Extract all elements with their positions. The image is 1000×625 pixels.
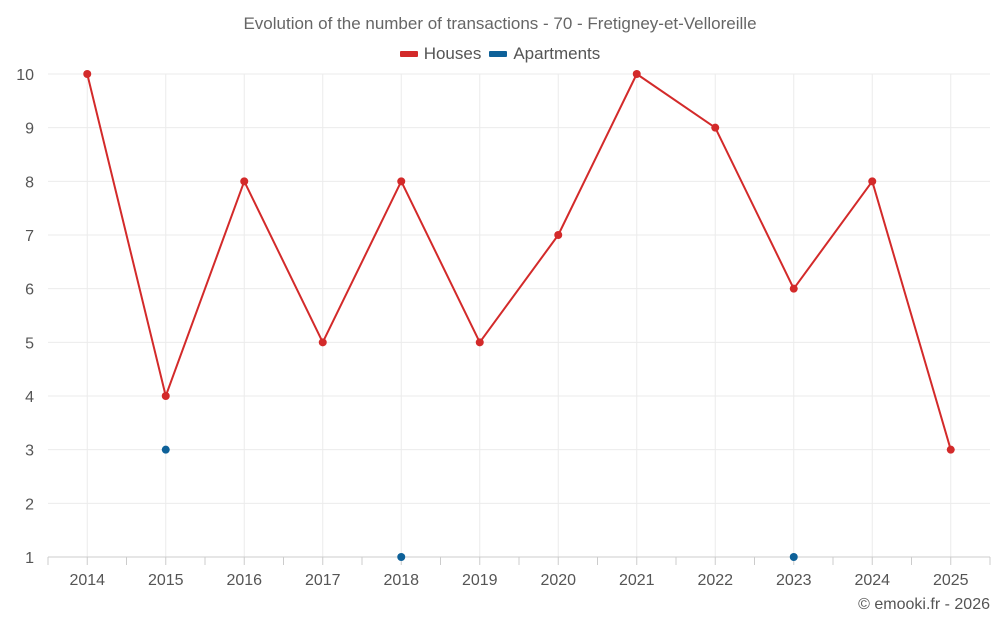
legend-label-apartments: Apartments: [513, 44, 601, 63]
data-point-apartments: [161, 445, 170, 454]
x-tick-label: 2015: [148, 572, 184, 589]
data-point-houses: [83, 70, 92, 78]
data-point-houses: [868, 177, 877, 186]
data-point-houses: [789, 284, 798, 293]
legend: Houses Apartments: [0, 44, 1000, 64]
credit-text: © emooki.fr - 2026: [858, 596, 990, 613]
y-tick-label: 1: [25, 550, 34, 567]
y-tick-label: 2: [25, 496, 34, 513]
y-tick-label: 4: [25, 389, 34, 406]
legend-item-apartments[interactable]: Apartments: [489, 44, 600, 64]
legend-label-houses: Houses: [423, 44, 482, 63]
y-tick-label: 10: [16, 67, 34, 84]
series-line-houses: [86, 73, 952, 450]
data-point-apartments: [397, 553, 406, 561]
y-tick-label: 5: [25, 335, 34, 352]
legend-swatch-apartments: [489, 51, 508, 57]
data-point-houses: [161, 392, 170, 400]
x-tick-label: 2025: [933, 572, 969, 589]
x-tick-label: 2024: [854, 572, 890, 589]
data-point-houses: [711, 123, 720, 132]
data-point-houses: [475, 338, 484, 347]
y-tick-label: 6: [25, 282, 34, 299]
x-tick-label: 2019: [462, 572, 498, 589]
x-tick-label: 2016: [226, 572, 262, 589]
data-point-houses: [946, 445, 955, 454]
y-tick-label: 7: [25, 228, 34, 245]
data-point-houses: [318, 338, 327, 347]
data-point-apartments: [789, 553, 798, 561]
x-tick-label: 2021: [619, 572, 655, 589]
x-tick-label: 2018: [383, 572, 419, 589]
y-tick-label: 9: [25, 121, 34, 138]
data-point-houses: [632, 70, 641, 78]
x-tick-label: 2020: [540, 572, 576, 589]
x-tick-label: 2014: [69, 572, 105, 589]
x-tick-label: 2023: [776, 572, 812, 589]
legend-item-houses[interactable]: Houses: [399, 44, 482, 64]
legend-swatch-houses: [399, 51, 418, 57]
y-tick-label: 3: [25, 443, 34, 460]
x-tick-label: 2022: [697, 572, 733, 589]
data-point-houses: [240, 177, 249, 186]
data-point-houses: [397, 177, 406, 186]
y-tick-label: 8: [25, 174, 34, 191]
x-tick-label: 2017: [305, 572, 341, 589]
chart-title: Evolution of the number of transactions …: [243, 14, 757, 33]
data-point-houses: [554, 231, 563, 239]
